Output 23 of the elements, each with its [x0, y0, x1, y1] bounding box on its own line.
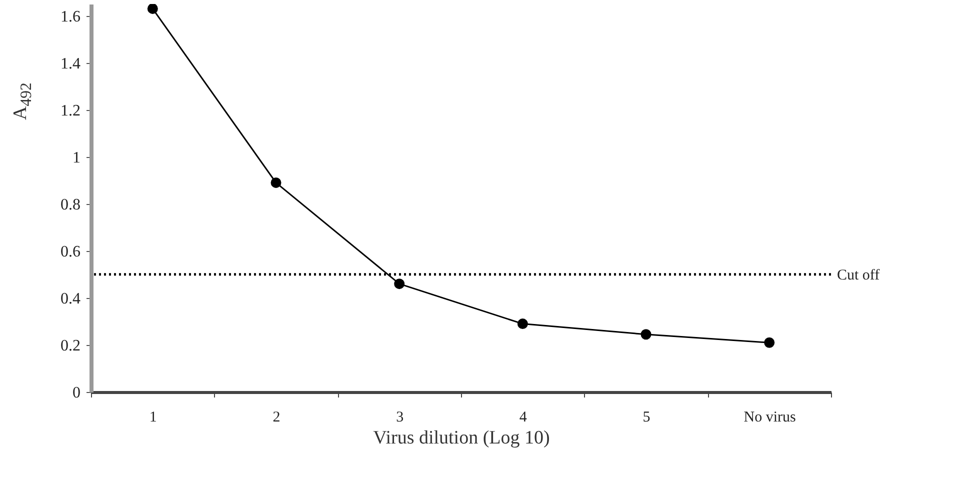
x-tick-label: 2 — [272, 410, 280, 426]
y-tick-label: 1.4 — [60, 55, 80, 72]
y-tick-label: 0.6 — [60, 243, 80, 260]
ref-line-label: Cut off — [837, 267, 880, 284]
x-tick-label: No virus — [744, 410, 796, 426]
y-tick-label: 0.4 — [60, 290, 80, 308]
y-tick-label: 0.2 — [60, 337, 80, 354]
x-tick-label: 3 — [396, 410, 404, 426]
x-axis-title: Virus dilution (Log 10) — [373, 428, 550, 448]
x-tick-label: 4 — [519, 410, 528, 426]
point — [270, 177, 282, 188]
y-tick-label: 1.2 — [60, 102, 80, 120]
point — [147, 4, 158, 14]
y-tick-label: 0.8 — [60, 196, 80, 214]
y-tick-label: 1.6 — [60, 8, 80, 26]
x-tick-label: 1 — [149, 410, 157, 426]
point — [640, 329, 652, 340]
x-tick-label: 5 — [642, 410, 650, 426]
y-tick-label: 1 — [72, 149, 80, 166]
point — [394, 278, 405, 290]
point — [517, 318, 528, 330]
y-tick-label: 0 — [72, 384, 80, 402]
point — [764, 337, 775, 348]
